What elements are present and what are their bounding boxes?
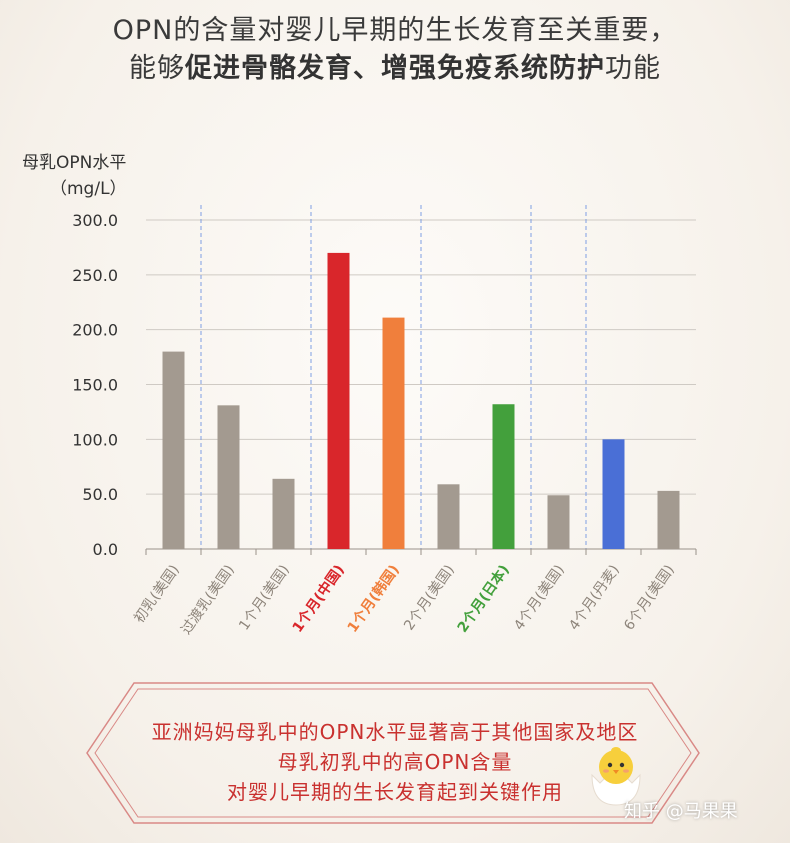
bar bbox=[382, 317, 405, 549]
x-tick-label: 4个月(美国) bbox=[511, 562, 568, 633]
bar bbox=[492, 404, 515, 549]
y-axis-label: 母乳OPN水平 bbox=[22, 153, 127, 173]
note-frame bbox=[86, 682, 700, 824]
y-tick-label: 50.0 bbox=[82, 485, 118, 504]
y-tick-label: 300.0 bbox=[72, 211, 118, 230]
x-tick-label: 1个月(美国) bbox=[236, 562, 293, 633]
bar bbox=[602, 439, 625, 549]
x-tick-label: 2个月(日本) bbox=[454, 562, 513, 636]
x-tick-label: 2个月(美国) bbox=[401, 562, 458, 633]
y-tick-label: 0.0 bbox=[93, 540, 118, 559]
x-tick-label: 过渡乳(美国) bbox=[178, 562, 238, 637]
bar bbox=[272, 478, 295, 549]
y-tick-label: 100.0 bbox=[72, 430, 118, 449]
chick-mascot-icon bbox=[591, 747, 641, 806]
x-tick-label: 1个月(中国) bbox=[289, 562, 348, 636]
headline-emphasis: 促进骨骼发育、增强免疫系统防护 bbox=[185, 53, 605, 84]
bar bbox=[162, 351, 185, 549]
bar bbox=[327, 252, 350, 549]
y-tick-label: 250.0 bbox=[72, 266, 118, 285]
note-line-3: 对婴儿早期的生长发育起到关键作用 bbox=[227, 780, 563, 804]
note-line-2: 母乳初乳中的高OPN含量 bbox=[277, 750, 513, 774]
y-tick-label: 150.0 bbox=[72, 376, 118, 395]
watermark: 知乎 @马果果 bbox=[624, 801, 738, 822]
bar bbox=[217, 405, 240, 549]
bar bbox=[437, 484, 460, 549]
headline-prefix: 能够 bbox=[129, 53, 185, 84]
opn-bar-chart: 0.0 50.0 100.0 150.0 200.0 250.0 300.0 初乳(美国)过渡… bbox=[72, 205, 697, 638]
bar bbox=[547, 495, 570, 549]
headline-suffix: 功能 bbox=[605, 53, 661, 84]
x-tick-label: 4个月(丹麦) bbox=[566, 562, 623, 633]
headline-line-1: OPN的含量对婴儿早期的生长发育至关重要， bbox=[112, 15, 678, 46]
y-tick-label: 200.0 bbox=[72, 321, 118, 340]
x-tick-label: 6个月(美国) bbox=[621, 562, 678, 633]
y-axis-unit: （mg/L） bbox=[50, 179, 127, 199]
x-tick-label: 1个月(韩国) bbox=[344, 562, 403, 636]
headline-line-2: 能够促进骨骼发育、增强免疫系统防护功能 bbox=[0, 46, 790, 85]
note-line-1: 亚洲妈妈母乳中的OPN水平显著高于其他国家及地区 bbox=[151, 720, 639, 744]
bar bbox=[657, 490, 680, 549]
x-tick-label: 初乳(美国) bbox=[130, 562, 182, 627]
